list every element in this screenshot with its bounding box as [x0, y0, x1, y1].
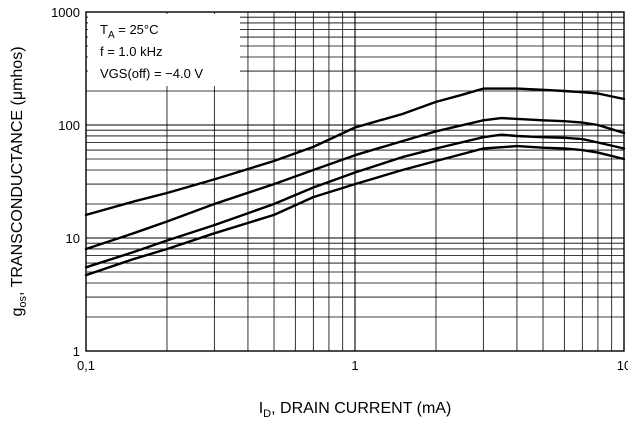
series-line-2: [84, 116, 626, 251]
plot-frame: [85, 11, 625, 352]
y-axis-title-main: g: [9, 308, 26, 317]
series-line-4: [84, 144, 626, 277]
x-tick-label: 0,1: [77, 358, 95, 373]
y-tick-label: 1: [73, 344, 80, 359]
x-axis-title-rest: , DRAIN CURRENT (mA): [271, 400, 451, 417]
x-tick-label: 1: [351, 358, 358, 373]
annotation-group: TA = 25°C f = 1.0 kHz VGS(off) = −4.0 V: [100, 22, 203, 81]
series-group: [84, 87, 626, 277]
series-line-3: [84, 133, 626, 269]
annotation-line: VGS(off) = −4.0 V: [100, 66, 203, 81]
y-tick-label: 100: [58, 118, 80, 133]
y-axis-title-sub: os: [17, 296, 29, 308]
annotation-box: [88, 14, 240, 86]
series-line-1: [84, 87, 626, 217]
annotation-line: f = 1.0 kHz: [100, 44, 163, 59]
y-axis-title-rest: , TRANSCONDUCTANCE (μmhos): [9, 46, 26, 296]
x-axis-title-sub: D: [263, 408, 271, 420]
y-axis-title: gos, TRANSCONDUCTANCE (μmhos): [9, 46, 29, 316]
y-tick-label: 10: [66, 231, 80, 246]
x-axis-title: ID, DRAIN CURRENT (mA): [259, 400, 452, 420]
y-tick-label: 1000: [51, 5, 80, 20]
x-axis-title-main: I: [259, 400, 263, 417]
x-tick-label: 10: [617, 358, 628, 373]
grid: [86, 12, 624, 351]
annotation-line: TA = 25°C: [100, 22, 159, 41]
